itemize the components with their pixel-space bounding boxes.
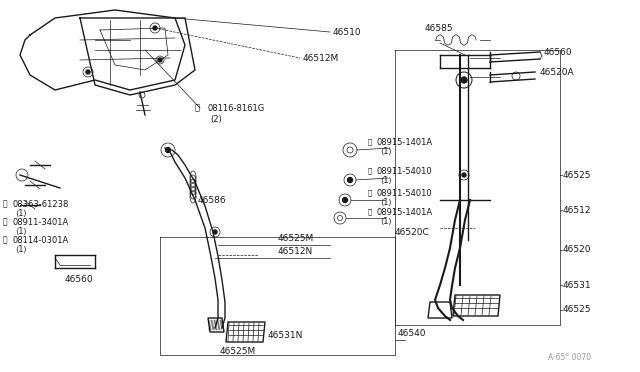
Text: ⓝ: ⓝ <box>368 209 372 215</box>
Text: 08915-1401A: 08915-1401A <box>377 138 433 147</box>
Text: 08915-1401A: 08915-1401A <box>377 208 433 217</box>
Circle shape <box>213 230 217 234</box>
Circle shape <box>342 198 348 202</box>
Text: 46520C: 46520C <box>395 228 429 237</box>
Text: 46512: 46512 <box>563 205 591 215</box>
Text: ⟨1⟩: ⟨1⟩ <box>380 176 392 185</box>
Text: 46560: 46560 <box>65 276 93 285</box>
Text: Ⓑ: Ⓑ <box>3 235 8 244</box>
Text: (2): (2) <box>210 115 221 124</box>
Text: 46520: 46520 <box>563 246 591 254</box>
Text: ⟨1⟩: ⟨1⟩ <box>15 227 27 235</box>
Text: 08911-54010: 08911-54010 <box>377 189 433 198</box>
Circle shape <box>153 26 157 30</box>
Text: 08363-61238: 08363-61238 <box>12 199 68 208</box>
Circle shape <box>166 148 170 153</box>
Text: 08114-0301A: 08114-0301A <box>12 235 68 244</box>
Text: 46531N: 46531N <box>268 330 303 340</box>
Text: 46586: 46586 <box>198 196 227 205</box>
Circle shape <box>348 177 353 183</box>
Text: 46585: 46585 <box>425 23 454 32</box>
Text: ⓝ: ⓝ <box>368 190 372 196</box>
Text: 46520A: 46520A <box>540 67 575 77</box>
Circle shape <box>462 173 466 177</box>
Text: Ⓑ: Ⓑ <box>195 103 200 112</box>
Text: 46512M: 46512M <box>303 54 339 62</box>
Circle shape <box>158 58 162 62</box>
Text: 08116-8161G: 08116-8161G <box>207 103 264 112</box>
Text: Ⓢ: Ⓢ <box>3 199 8 208</box>
Text: 46540: 46540 <box>398 328 426 337</box>
Text: 46531: 46531 <box>563 280 591 289</box>
Text: 46525M: 46525M <box>278 234 314 243</box>
Text: 46525M: 46525M <box>220 347 256 356</box>
Text: 08911-3401A: 08911-3401A <box>12 218 68 227</box>
Text: 08911-54010: 08911-54010 <box>377 167 433 176</box>
Text: ⟨1⟩: ⟨1⟩ <box>380 147 392 155</box>
Circle shape <box>86 70 90 74</box>
Text: 46560: 46560 <box>544 48 573 57</box>
Text: 46512N: 46512N <box>278 247 313 257</box>
Text: 46525: 46525 <box>563 305 591 314</box>
Text: 46525: 46525 <box>563 170 591 180</box>
Circle shape <box>461 77 467 83</box>
Text: ⟨1⟩: ⟨1⟩ <box>15 208 27 218</box>
Text: ⓝ: ⓝ <box>3 218 8 227</box>
Text: 46510: 46510 <box>333 28 362 36</box>
Text: ⓝ: ⓝ <box>368 139 372 145</box>
Text: ⟨1⟩: ⟨1⟩ <box>15 244 27 253</box>
Text: ⟨1⟩: ⟨1⟩ <box>380 198 392 206</box>
Text: A·65° 0070: A·65° 0070 <box>548 353 591 362</box>
Text: ⟨1⟩: ⟨1⟩ <box>380 217 392 225</box>
Text: ⓝ: ⓝ <box>368 168 372 174</box>
